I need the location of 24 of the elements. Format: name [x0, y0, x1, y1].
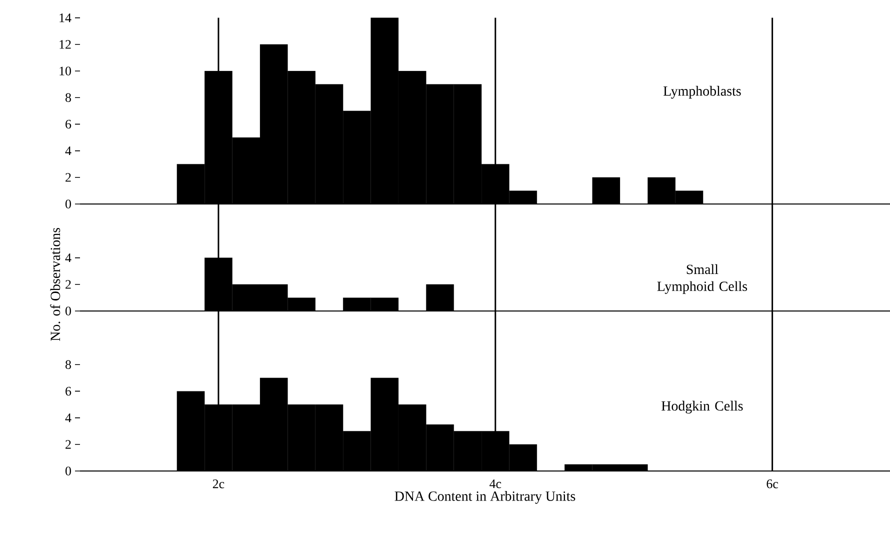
- y-tick-label: 2: [66, 440, 71, 449]
- y-tick-label: 14: [60, 14, 72, 22]
- y-tick-label: 2: [66, 280, 71, 289]
- y-axis-title: No. of Observations: [50, 228, 60, 341]
- text: Small Lymphoid Cells: [657, 264, 748, 294]
- x-axis-title: DNA Content in Arbitrary Units: [394, 491, 576, 504]
- y-tick-label: 8: [66, 93, 71, 102]
- y-tick-label: 12: [60, 40, 71, 49]
- y-tick-label: 6: [66, 386, 72, 396]
- y-tick-label: 4: [65, 414, 72, 422]
- text: Lymphoblasts: [663, 86, 741, 99]
- y-tick-label: 0: [66, 200, 71, 208]
- y-tick-label: 6: [66, 120, 72, 129]
- y-tick-label: 2: [66, 173, 71, 182]
- y-tick-label: 8: [66, 360, 71, 369]
- text: Hodgkin Cells: [662, 400, 743, 414]
- x-tick-label: 4c: [490, 480, 502, 488]
- x-tick-label: 6c: [766, 480, 778, 488]
- y-tick-label: 0: [66, 306, 71, 316]
- y-tick-label: 0: [66, 466, 71, 476]
- y-tick-label: 10: [60, 66, 71, 76]
- x-tick-label: 2c: [212, 480, 224, 488]
- y-tick-label: 4: [65, 146, 72, 156]
- y-tick-label: 4: [65, 254, 72, 262]
